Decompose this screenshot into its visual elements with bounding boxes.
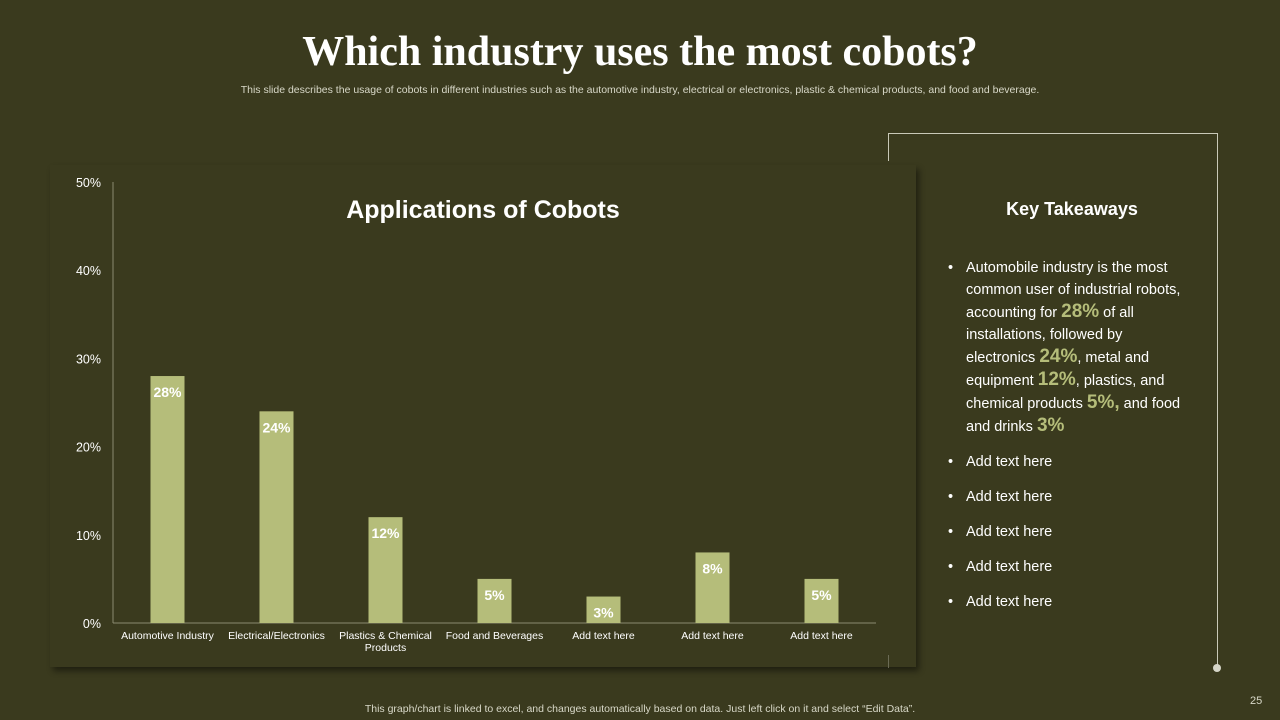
takeaway-value: 12% bbox=[1037, 369, 1076, 390]
takeaway-list: Automobile industry is the most common u… bbox=[948, 257, 1191, 626]
takeaway-item: Add text here bbox=[948, 556, 1191, 578]
chart-panel: Applications of Cobots 0% 10% 20% 30% 40% 50% 2… bbox=[50, 165, 916, 667]
x-tick-label: Add text here bbox=[572, 630, 635, 642]
footer-note: This graph/chart is linked to excel, and… bbox=[364, 703, 916, 715]
key-takeaways-panel: Key Takeaways Automobile industry is the… bbox=[916, 165, 1216, 667]
y-tick-label: 0% bbox=[83, 617, 101, 631]
takeaway-item: Add text here bbox=[948, 451, 1191, 473]
x-tick-label: Electrical/Electronics bbox=[228, 630, 325, 642]
frame-tick-bottom bbox=[888, 655, 889, 668]
takeaway-item: Add text here bbox=[948, 521, 1191, 543]
y-tick-label: 10% bbox=[76, 529, 101, 543]
data-label: 24% bbox=[262, 419, 291, 435]
bar[interactable] bbox=[368, 517, 403, 623]
data-label: 12% bbox=[371, 525, 400, 541]
frame-tick bbox=[888, 133, 889, 161]
bar[interactable] bbox=[259, 411, 294, 623]
takeaway-text: , plastics, and chemical products bbox=[966, 373, 1165, 412]
bar[interactable] bbox=[804, 578, 839, 623]
x-tick-label: Products bbox=[365, 642, 406, 654]
page-number: 25 bbox=[1250, 695, 1263, 707]
data-label: 28% bbox=[153, 384, 182, 400]
data-label: 5% bbox=[484, 587, 505, 603]
takeaway-item: Add text here bbox=[948, 591, 1191, 613]
takeaway-value: 5%, bbox=[1086, 392, 1120, 413]
takeaway-item: Add text here bbox=[948, 486, 1191, 508]
slide-subtitle: This slide describes the usage of cobots… bbox=[240, 84, 1040, 96]
y-tick-label: 20% bbox=[76, 441, 101, 455]
x-tick-label: Plastics & Chemical bbox=[339, 630, 432, 642]
y-tick-label: 40% bbox=[76, 264, 101, 278]
takeaway-value: 3% bbox=[1036, 415, 1065, 436]
bar[interactable] bbox=[586, 596, 621, 623]
bar[interactable] bbox=[695, 552, 730, 623]
x-tick-label: Add text here bbox=[681, 630, 744, 642]
data-label: 5% bbox=[811, 587, 832, 603]
takeaway-value: 24% bbox=[1039, 346, 1078, 367]
takeaway-text: and food and drinks bbox=[966, 396, 1181, 435]
y-tick-label: 30% bbox=[76, 352, 101, 366]
takeaway-value: 28% bbox=[1061, 301, 1100, 322]
takeaway-frame bbox=[888, 133, 1218, 669]
chart-title: Applications of Cobots bbox=[346, 196, 620, 224]
bar-chart[interactable]: Applications of Cobots 0% 10% 20% 30% 40% 50% 2… bbox=[50, 165, 916, 667]
key-takeaways-title: Key Takeaways bbox=[1006, 199, 1138, 219]
bar[interactable] bbox=[477, 578, 512, 623]
x-tick-label: Food and Beverages bbox=[446, 630, 543, 642]
data-label: 8% bbox=[702, 560, 723, 576]
bar[interactable] bbox=[150, 376, 185, 623]
takeaway-text: , metal and equipment bbox=[966, 350, 1150, 389]
takeaway-text: Automobile industry is the most common u… bbox=[966, 260, 1181, 321]
data-label: 3% bbox=[593, 605, 614, 621]
takeaway-main: Automobile industry is the most common u… bbox=[948, 257, 1191, 438]
x-tick-label: Add text here bbox=[790, 630, 853, 642]
frame-dot bbox=[1213, 664, 1221, 672]
slide-title: Which industry uses the most cobots? bbox=[302, 29, 978, 75]
takeaway-text: of all installations, followed by electr… bbox=[966, 305, 1134, 366]
y-tick-label: 50% bbox=[76, 176, 101, 190]
x-tick-label: Automotive Industry bbox=[121, 630, 215, 642]
